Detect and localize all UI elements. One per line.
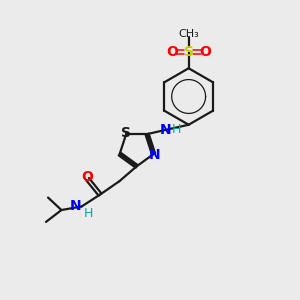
Text: O: O	[82, 170, 94, 184]
Text: N: N	[160, 123, 172, 137]
Text: O: O	[199, 45, 211, 59]
Text: S: S	[184, 45, 194, 59]
Text: N: N	[149, 148, 160, 162]
Text: CH₃: CH₃	[178, 29, 199, 39]
Text: H: H	[84, 206, 93, 220]
Text: S: S	[121, 127, 130, 140]
Text: O: O	[167, 45, 178, 59]
Text: H: H	[172, 123, 181, 136]
Text: N: N	[70, 199, 81, 213]
